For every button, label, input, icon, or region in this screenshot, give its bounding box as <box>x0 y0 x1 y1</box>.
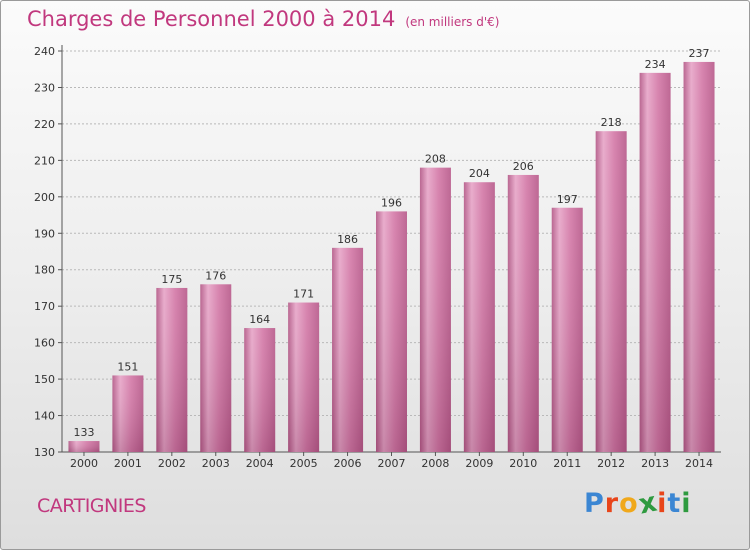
bar-shade <box>156 287 188 452</box>
y-tick-label: 230 <box>34 81 55 94</box>
chart-subtitle: (en milliers d'€) <box>405 15 500 29</box>
x-tick-label: 2010 <box>509 457 537 470</box>
bar-shade <box>595 131 627 452</box>
bar-shade <box>200 284 232 452</box>
bar-shade <box>507 174 539 453</box>
x-tick-label: 2002 <box>158 457 186 470</box>
bar-shade <box>639 72 671 452</box>
x-tick-label: 2013 <box>641 457 669 470</box>
bar-shade <box>683 61 715 452</box>
chart-title: Charges de Personnel 2000 à 2014 (en mill… <box>27 7 499 31</box>
data-label: 133 <box>73 426 94 439</box>
x-tick-label: 2003 <box>202 457 230 470</box>
y-tick-label: 180 <box>34 264 55 277</box>
x-tick-label: 2004 <box>246 457 274 470</box>
data-label: 237 <box>689 47 710 60</box>
x-tick-label: 2007 <box>378 457 406 470</box>
data-label: 197 <box>557 193 578 206</box>
x-tick-label: 2009 <box>465 457 493 470</box>
bar-shade <box>551 207 583 452</box>
y-tick-label: 170 <box>34 300 55 313</box>
bar-shade <box>463 182 495 452</box>
chart-title-text: Charges de Personnel 2000 à 2014 <box>27 7 396 31</box>
x-tick-label: 2000 <box>70 457 98 470</box>
x-tick-label: 2001 <box>114 457 142 470</box>
logo-letter: r <box>604 488 620 519</box>
data-label: 176 <box>205 269 226 282</box>
y-tick-label: 240 <box>34 45 55 58</box>
data-label: 164 <box>249 313 270 326</box>
y-tick-label: 150 <box>34 373 55 386</box>
data-label: 151 <box>117 360 138 373</box>
y-tick-label: 160 <box>34 337 55 350</box>
commune-name: CARTIGNIES <box>37 495 146 517</box>
data-label: 171 <box>293 288 314 301</box>
logo-letter: o <box>619 488 639 519</box>
x-tick-label: 2006 <box>334 457 362 470</box>
y-tick-label: 210 <box>34 154 55 167</box>
bar-shade <box>332 247 364 452</box>
y-tick-label: 200 <box>34 191 55 204</box>
bar-shade <box>288 302 320 452</box>
x-tick-label: 2005 <box>290 457 318 470</box>
data-label: 234 <box>645 58 666 71</box>
bar-shade <box>112 375 144 452</box>
y-tick-label: 130 <box>34 446 55 459</box>
data-label: 206 <box>513 160 534 173</box>
data-label: 204 <box>469 167 490 180</box>
y-tick-label: 190 <box>34 227 55 240</box>
bar-shade <box>419 167 451 452</box>
bar-shade <box>68 441 100 452</box>
bar-shade <box>244 328 276 452</box>
proxiti-logo: Proxiti <box>584 486 692 520</box>
data-label: 196 <box>381 196 402 209</box>
data-label: 208 <box>425 153 446 166</box>
x-tick-label: 2011 <box>553 457 581 470</box>
x-tick-label: 2014 <box>685 457 713 470</box>
bar-shade <box>376 211 407 452</box>
y-tick-label: 140 <box>34 410 55 423</box>
logo-letter: i <box>657 488 668 519</box>
y-tick-label: 220 <box>34 118 55 131</box>
x-tick-label: 2012 <box>597 457 625 470</box>
logo-letter: P <box>584 488 605 519</box>
data-label: 218 <box>601 116 622 129</box>
logo-letter: t <box>667 488 682 519</box>
data-label: 186 <box>337 233 358 246</box>
data-label: 175 <box>161 273 182 286</box>
x-tick-label: 2008 <box>421 457 449 470</box>
logo-letter: i <box>681 488 692 519</box>
